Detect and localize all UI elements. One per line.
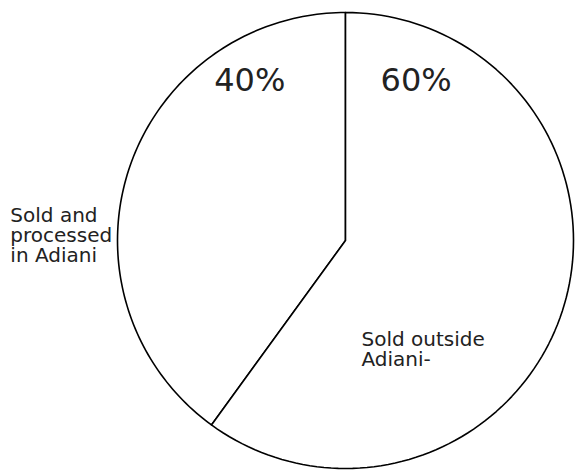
svg-text:Sold outsideAdiani-: Sold outsideAdiani- bbox=[361, 327, 484, 371]
svg-text:40%: 40% bbox=[214, 61, 285, 99]
svg-text:Sold andprocessedin Adiani: Sold andprocessedin Adiani bbox=[10, 203, 112, 267]
svg-text:60%: 60% bbox=[381, 61, 452, 99]
